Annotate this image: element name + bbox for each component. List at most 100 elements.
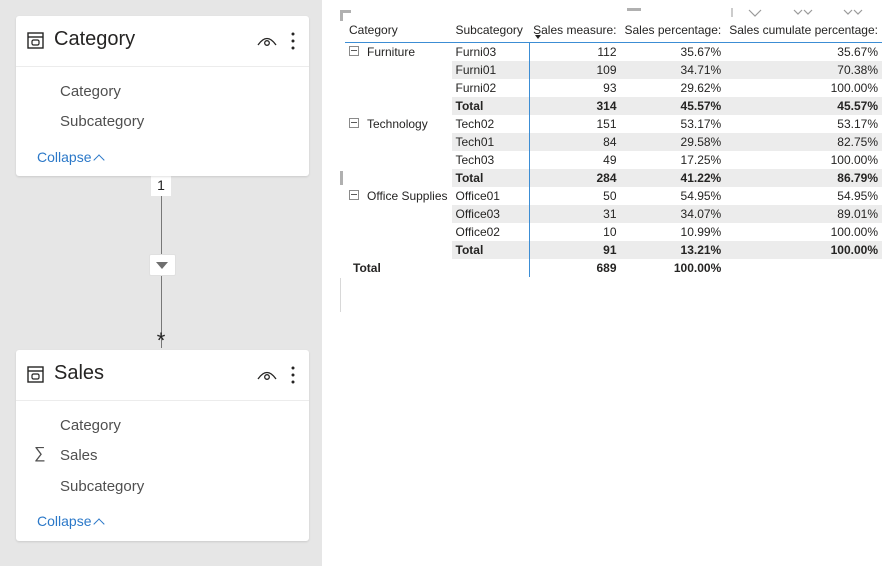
table-name: Sales <box>54 362 105 384</box>
cell-percentage: 54.95% <box>680 189 722 203</box>
cell-subcategory: Office03 <box>451 205 530 223</box>
collapse-row-icon[interactable] <box>349 190 359 200</box>
cell-cumulate <box>725 259 882 277</box>
cell-sales: 10 <box>603 225 617 239</box>
chevron-up-icon <box>93 154 106 166</box>
field-subcategory[interactable]: Subcategory <box>60 478 145 495</box>
cell-cumulate: 70.38% <box>725 61 882 79</box>
table-row: Technology Tech02 151 53.17% 53.17% <box>345 115 882 133</box>
collapse-button[interactable]: Collapse <box>37 513 106 530</box>
cell-sales: 31 <box>529 205 621 223</box>
cell-percentage: 41.22% <box>620 169 726 187</box>
more-options-icon[interactable] <box>290 365 296 385</box>
column-header-sales-cumulate-percentage[interactable]: Sales cumulate percentage: <box>725 18 882 43</box>
cell-cumulate: 100.00% <box>725 241 882 259</box>
cell-sales: 84 <box>529 133 621 151</box>
cell-cumulate: 53.17% <box>837 117 878 131</box>
sales-table-card[interactable]: Sales Category ∑ Sales Subcategory Colla… <box>16 350 309 541</box>
table-row: Furni02 93 29.62% 100.00% <box>345 79 882 97</box>
row-header-category[interactable]: Furniture <box>345 43 452 116</box>
visual-header-icons[interactable] <box>728 8 894 18</box>
cell-cumulate: 54.95% <box>837 189 878 203</box>
matrix-table[interactable]: Category Subcategory Sales measure: Sale… <box>345 18 882 277</box>
cell-sales: 314 <box>529 97 621 115</box>
cell-cumulate: 100.00% <box>830 225 878 239</box>
cell-subcategory: Office01 <box>451 187 530 205</box>
resize-handle[interactable] <box>627 8 641 11</box>
table-row: Tech01 84 29.58% 82.75% <box>345 133 882 151</box>
cell-cumulate: 100.00% <box>830 81 878 95</box>
table-row: Office03 31 34.07% 89.01% <box>345 205 882 223</box>
cardinality-one-label: 1 <box>151 176 171 196</box>
cell-subcategory: Furni02 <box>451 79 530 97</box>
more-options-icon[interactable] <box>290 31 296 51</box>
cell-cumulate: 35.67% <box>837 45 878 59</box>
cell-sales: 93 <box>603 81 617 95</box>
field-category[interactable]: Category <box>60 417 121 434</box>
cell-cumulate: 86.79% <box>725 169 882 187</box>
eye-icon[interactable] <box>257 369 277 381</box>
cell-percentage: 17.25% <box>680 153 722 167</box>
category-label: Office Supplies <box>367 189 448 203</box>
cell-total-label: Total <box>451 169 530 187</box>
eye-icon[interactable] <box>257 35 277 47</box>
table-row: Furni01 109 34.71% 70.38% <box>345 61 882 79</box>
cell-cumulate: 100.00% <box>830 153 878 167</box>
visual-border <box>340 278 341 312</box>
cell-cumulate: 45.57% <box>725 97 882 115</box>
cell-total-label: Total <box>451 97 530 115</box>
collapse-label: Collapse <box>37 513 92 529</box>
column-header-sales-percentage[interactable]: Sales percentage: <box>620 18 726 43</box>
table-row: Office Supplies Office01 50 54.95% 54.95… <box>345 187 882 205</box>
collapse-row-icon[interactable] <box>349 118 359 128</box>
collapse-label: Collapse <box>37 149 92 165</box>
column-header-sales-measure[interactable]: Sales measure: <box>529 18 621 43</box>
cell-subcategory: Furni03 <box>451 42 530 61</box>
resize-handle[interactable] <box>340 10 351 21</box>
category-table-card[interactable]: Category Category Subcategory Collapse <box>16 16 309 176</box>
subtotal-row: Total 284 41.22% 86.79% <box>345 169 882 187</box>
cell-total-label: Total <box>451 241 530 259</box>
cell-subcategory: Tech02 <box>451 115 530 133</box>
table-name: Category <box>54 28 136 50</box>
card-header[interactable]: Sales <box>16 350 309 401</box>
row-header-category[interactable]: Office Supplies <box>345 187 452 259</box>
field-category[interactable]: Category <box>60 83 121 100</box>
header-row: Category Subcategory Sales measure: Sale… <box>345 18 882 43</box>
resize-handle[interactable] <box>340 171 343 185</box>
field-sales[interactable]: Sales <box>60 447 98 464</box>
cell-sales: 91 <box>529 241 621 259</box>
table-row: Tech03 49 17.25% 100.00% <box>345 151 882 169</box>
column-header-subcategory[interactable]: Subcategory <box>451 18 529 43</box>
cross-filter-direction-icon[interactable] <box>149 254 176 276</box>
cell-sales: 284 <box>529 169 621 187</box>
grand-total-label: Total <box>353 261 381 275</box>
cell-subcategory: Furni01 <box>451 61 530 79</box>
sigma-icon: ∑ <box>34 445 46 462</box>
cell-sales: 689 <box>596 261 617 275</box>
cell-percentage: 34.07% <box>620 205 726 223</box>
field-subcategory[interactable]: Subcategory <box>60 113 145 130</box>
cell-cumulate: 82.75% <box>725 133 882 151</box>
card-header[interactable]: Category <box>16 16 309 67</box>
cell-sales: 50 <box>603 189 617 203</box>
cell-percentage: 10.99% <box>680 225 722 239</box>
cell-subcategory: Office02 <box>451 223 530 241</box>
collapse-button[interactable]: Collapse <box>37 149 106 166</box>
table-icon <box>27 32 44 49</box>
matrix-visual[interactable]: Category Subcategory Sales measure: Sale… <box>340 8 894 312</box>
row-header-category[interactable]: Technology <box>345 115 452 187</box>
table-row: Furniture Furni03 112 35.67% 35.67% <box>345 42 882 61</box>
cell-percentage: 29.62% <box>680 81 722 95</box>
table-icon <box>27 366 44 383</box>
cell-percentage: 29.58% <box>620 133 726 151</box>
column-header-category[interactable]: Category <box>345 18 452 43</box>
subtotal-row: Total 91 13.21% 100.00% <box>345 241 882 259</box>
cell-percentage: 35.67% <box>680 45 722 59</box>
collapse-row-icon[interactable] <box>349 46 359 56</box>
cell-sales: 109 <box>529 61 621 79</box>
cell-subcategory: Tech01 <box>451 133 530 151</box>
category-label: Technology <box>367 117 428 131</box>
cell-cumulate: 89.01% <box>725 205 882 223</box>
model-view-canvas[interactable]: 1 * Category Category Subcategory Collap… <box>0 0 322 566</box>
